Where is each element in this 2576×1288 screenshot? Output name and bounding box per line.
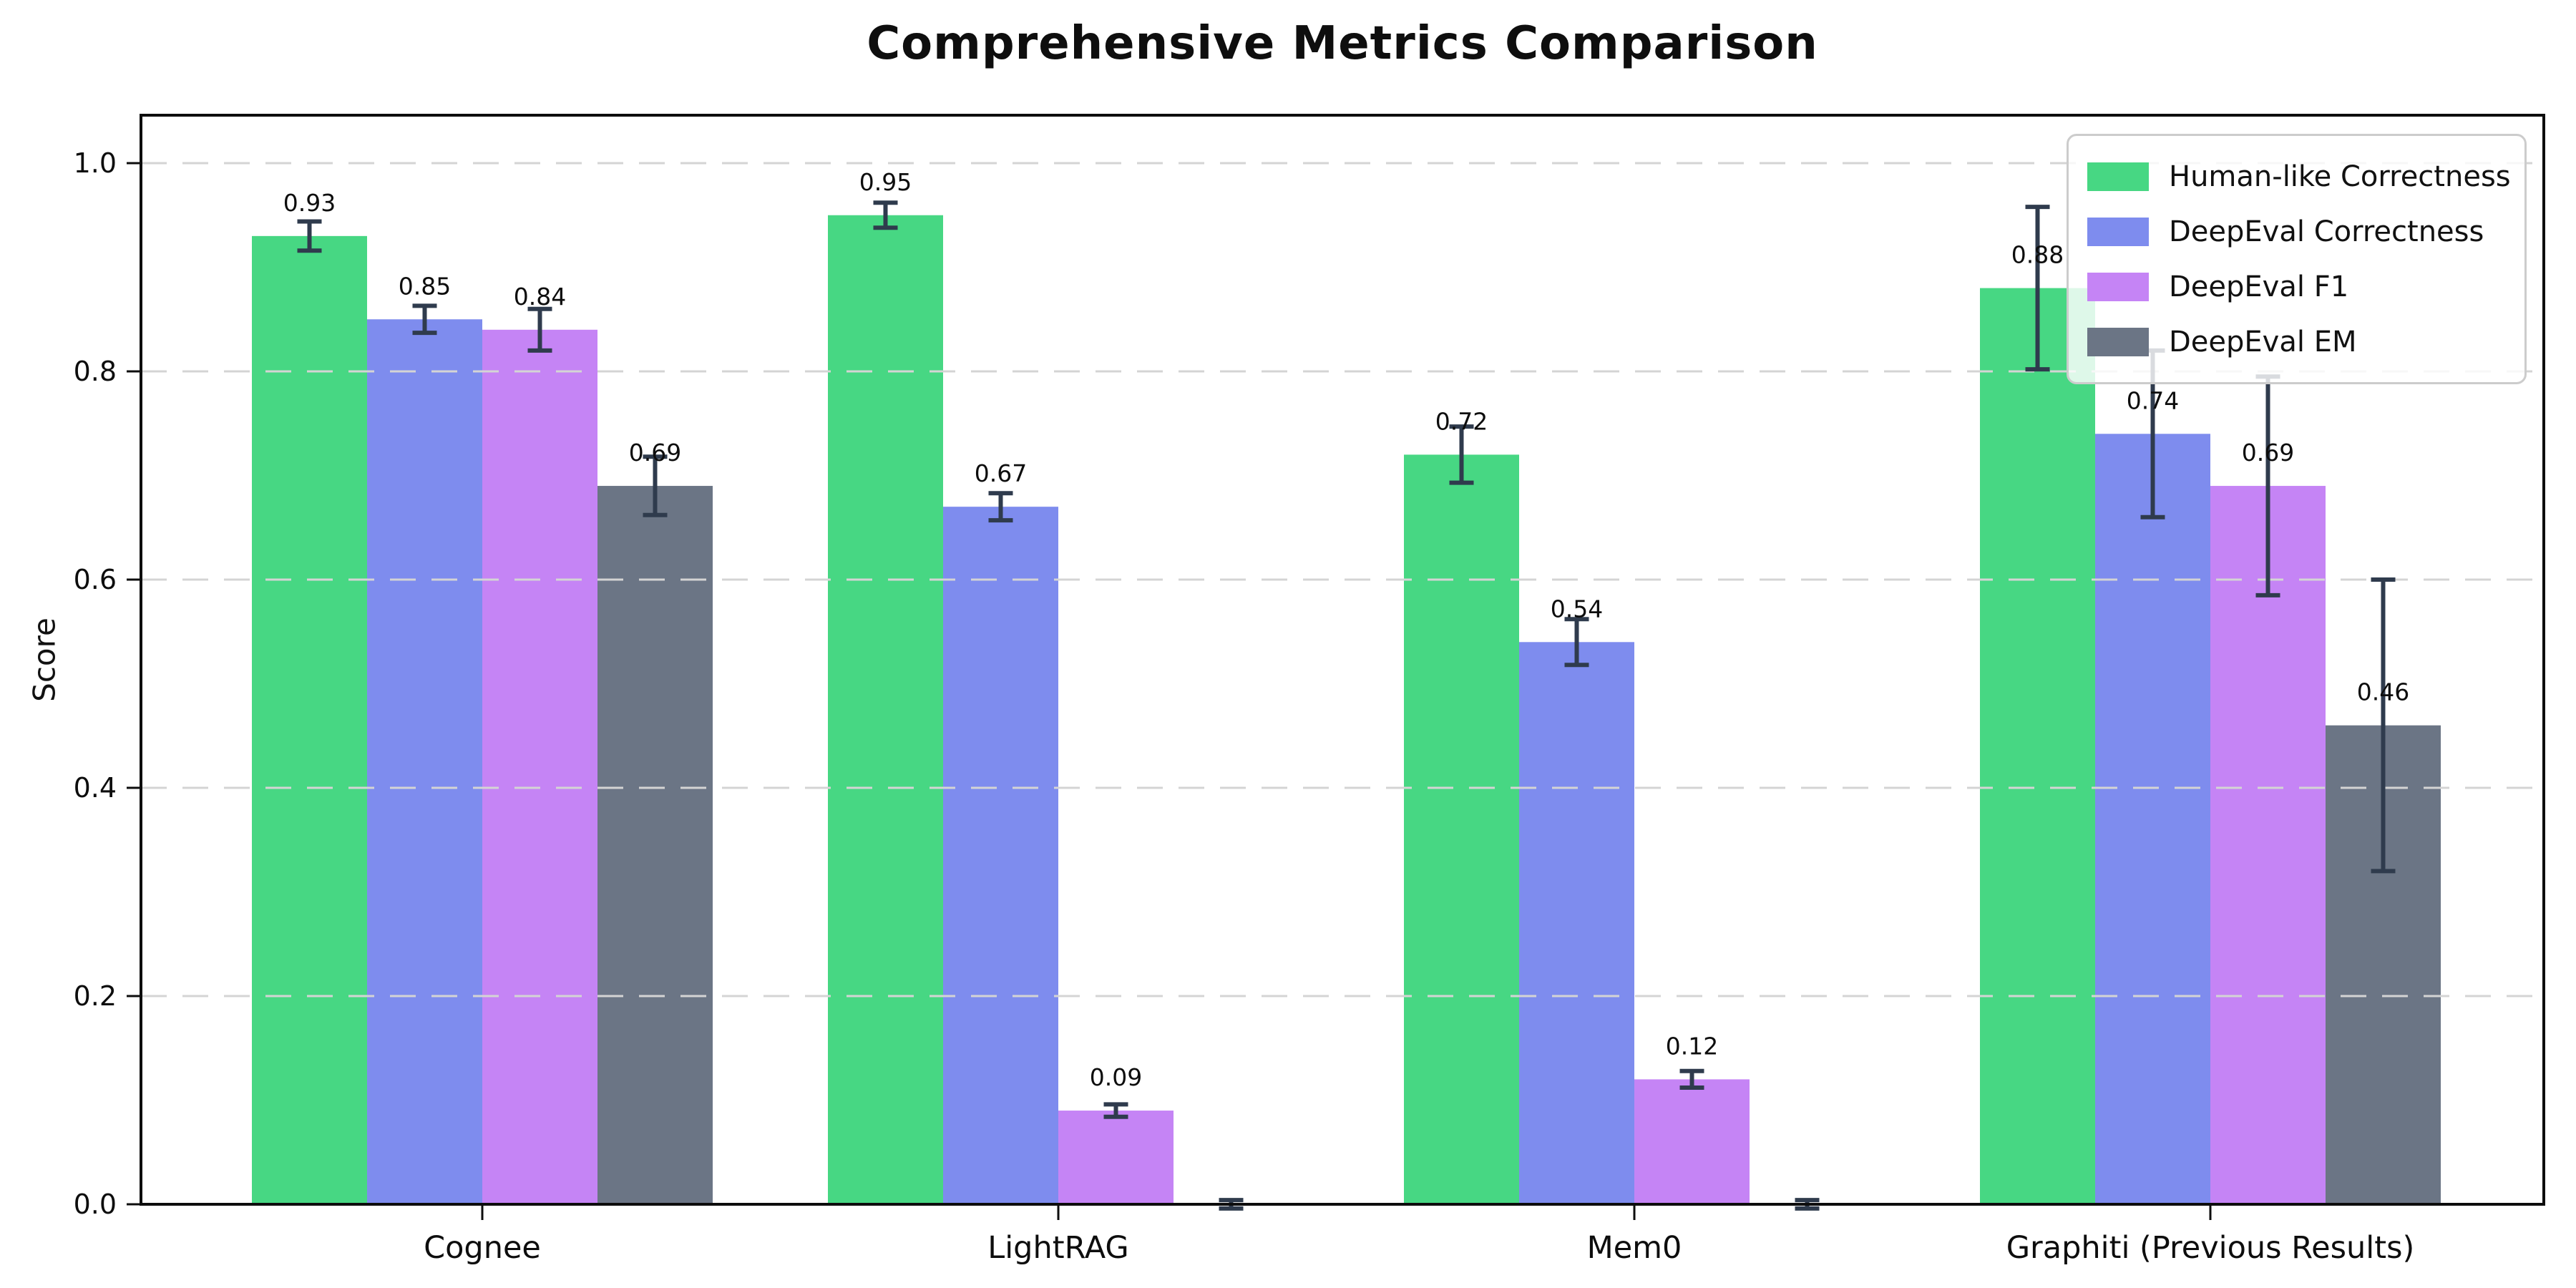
- value-label: 0.93: [283, 189, 336, 217]
- chart-title: Comprehensive Metrics Comparison: [867, 17, 1818, 70]
- bar-1-0: [367, 319, 482, 1204]
- bar-1-1: [943, 507, 1058, 1204]
- legend-row: Human-like Correctness: [2087, 160, 2511, 193]
- bar-0-2: [1404, 454, 1519, 1204]
- value-label: 0.69: [2242, 439, 2294, 467]
- value-label: 0.46: [2357, 678, 2409, 706]
- x-tick-label: Graphiti (Previous Results): [2006, 1230, 2415, 1266]
- y-tick-label: 0.0: [74, 1189, 117, 1220]
- legend-label: DeepEval Correctness: [2169, 215, 2484, 248]
- legend-swatch: [2087, 272, 2149, 301]
- legend-swatch: [2087, 162, 2149, 191]
- bar-1-3: [2095, 434, 2210, 1204]
- x-tick-label: Mem0: [1587, 1230, 1682, 1266]
- legend-row: DeepEval Correctness: [2087, 215, 2506, 248]
- bar-3-0: [597, 486, 713, 1204]
- value-label: 0.95: [859, 168, 912, 196]
- legend-label: DeepEval EM: [2169, 325, 2357, 358]
- value-label: 0.69: [629, 439, 681, 467]
- legend-row: DeepEval EM: [2087, 326, 2506, 358]
- value-label: 0.12: [1666, 1032, 1718, 1060]
- value-label: 0.88: [2011, 241, 2064, 269]
- bar-2-2: [1634, 1079, 1750, 1204]
- bar-2-1: [1058, 1111, 1174, 1204]
- legend-swatch: [2087, 327, 2149, 356]
- x-tick-label: LightRAG: [987, 1230, 1128, 1266]
- value-label: 0.74: [2127, 386, 2179, 414]
- legend-swatch: [2087, 217, 2149, 246]
- bar-1-2: [1519, 642, 1634, 1204]
- bar-0-3: [1980, 288, 2095, 1205]
- legend-label: Human-like Correctness: [2169, 160, 2511, 193]
- legend-label: DeepEval F1: [2169, 270, 2349, 303]
- value-label: 0.09: [1090, 1063, 1142, 1091]
- y-tick-label: 0.2: [74, 980, 117, 1012]
- value-label: 0.85: [399, 272, 451, 300]
- bar-0-1: [828, 215, 943, 1204]
- value-label: 0.54: [1551, 595, 1603, 623]
- bar-0-0: [252, 235, 367, 1205]
- legend: Human-like Correctness DeepEval Correctne…: [2067, 134, 2527, 384]
- plot-border: [140, 114, 2545, 1206]
- value-label: 0.72: [1435, 407, 1488, 435]
- value-label: 0.84: [514, 283, 566, 311]
- x-tick-label: Cognee: [424, 1230, 541, 1266]
- y-tick-label: 0.8: [74, 356, 117, 387]
- y-tick-label: 1.0: [74, 147, 117, 179]
- y-tick-label: 0.4: [74, 772, 117, 804]
- bar-2-0: [482, 329, 597, 1204]
- y-tick-label: 0.6: [74, 564, 117, 595]
- value-label: 0.67: [975, 459, 1027, 487]
- bar-2-3: [2210, 486, 2326, 1204]
- legend-row: DeepEval F1: [2087, 270, 2506, 303]
